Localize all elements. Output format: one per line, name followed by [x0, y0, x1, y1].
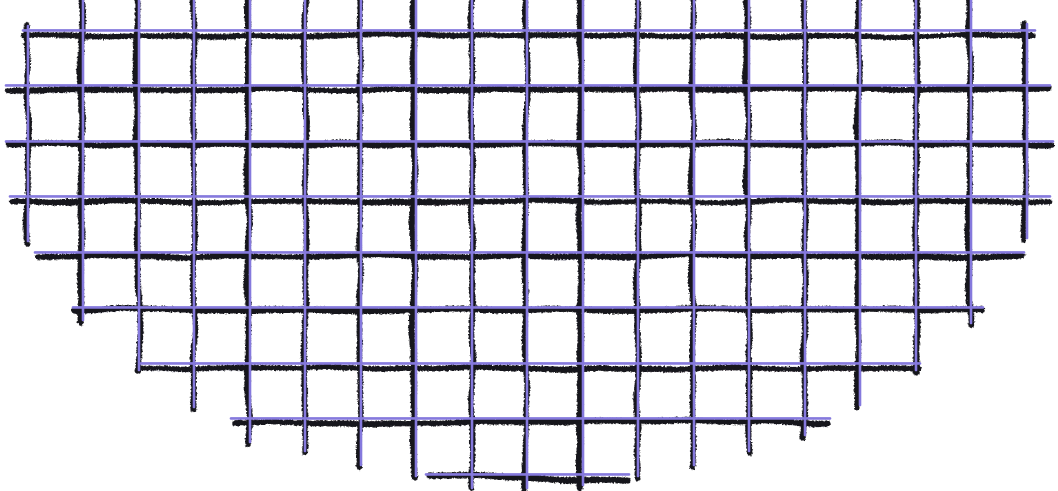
black-sketch-lines — [4, 0, 1055, 491]
purple-underlay-lines — [4, 0, 1055, 490]
